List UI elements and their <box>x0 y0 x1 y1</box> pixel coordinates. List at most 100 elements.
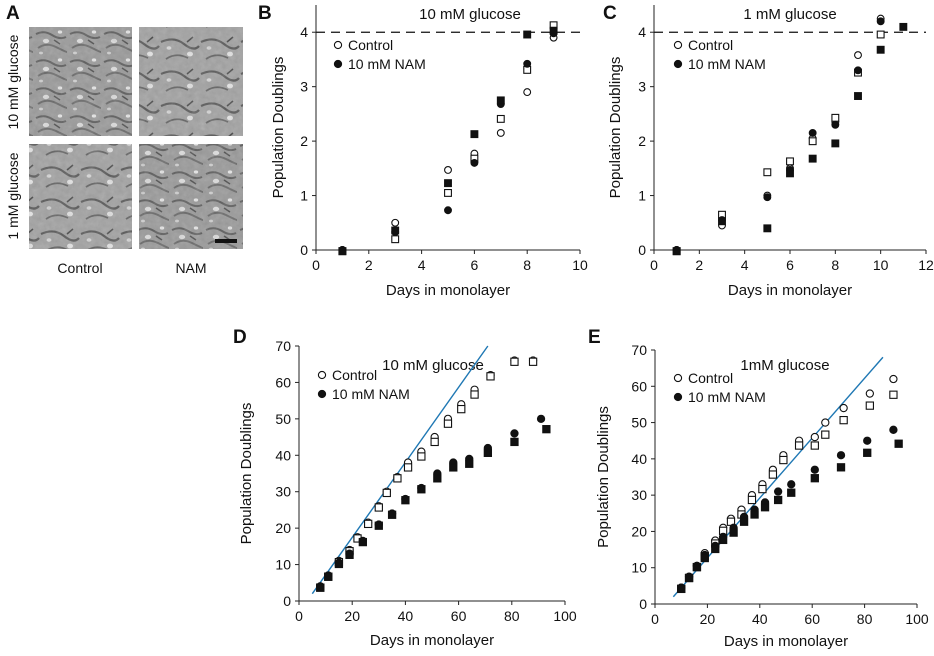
x-tick-label: 6 <box>471 257 479 273</box>
legend-marker <box>673 373 683 383</box>
series-4 <box>338 26 558 256</box>
x-tick-label: 80 <box>857 611 873 627</box>
x-tick-label: 60 <box>451 608 467 624</box>
data-point <box>854 51 862 60</box>
data-point <box>483 448 493 457</box>
legend-entry: Control <box>688 370 733 386</box>
data-point <box>324 572 333 581</box>
data-point <box>763 193 772 202</box>
data-point <box>316 583 325 592</box>
data-point <box>718 217 726 226</box>
data-point <box>854 66 862 75</box>
data-point <box>334 559 344 569</box>
data-point <box>894 439 903 448</box>
legend-entry: 10 mM NAM <box>688 56 766 72</box>
data-point <box>863 448 872 457</box>
data-point <box>854 92 862 100</box>
data-point <box>391 235 400 244</box>
x-tick-label: 6 <box>786 257 794 273</box>
y-tick-label: 3 <box>300 79 308 95</box>
data-point <box>393 474 402 483</box>
chart-title: 10 mM glucose <box>419 6 521 23</box>
data-point <box>876 17 885 26</box>
legend-entry: Control <box>688 37 733 53</box>
data-point <box>739 517 749 526</box>
data-point <box>496 128 505 137</box>
data-point <box>677 584 686 594</box>
data-point <box>510 437 519 447</box>
micrograph-control-1mm <box>29 144 132 249</box>
x-tick-label: 10 <box>572 257 588 273</box>
x-tick-label: 20 <box>700 611 716 627</box>
data-point <box>750 510 759 519</box>
data-point <box>401 496 410 505</box>
data-point <box>786 157 794 166</box>
data-point <box>338 247 347 256</box>
data-point <box>536 414 546 424</box>
legend-entry: 10 mM NAM <box>348 56 426 72</box>
data-point <box>444 206 452 215</box>
data-point <box>470 158 479 167</box>
data-point <box>758 484 767 494</box>
row-label-10mm: 10 mM glucose <box>5 34 21 129</box>
panel-a: A 10 mM glucose 1 mM glucose Control NAM <box>5 3 243 276</box>
data-point <box>747 495 757 505</box>
x-tick-label: 2 <box>365 257 373 273</box>
chart-title: 10 mM glucose <box>382 357 484 374</box>
y-tick-label: 40 <box>275 447 291 463</box>
chart-title: 1 mM glucose <box>743 6 836 23</box>
data-point <box>692 562 702 572</box>
micrograph-nam-10mm <box>139 27 243 136</box>
data-point <box>528 357 538 366</box>
data-point <box>865 401 874 410</box>
data-point <box>836 451 846 460</box>
x-tick-label: 60 <box>804 611 820 627</box>
panel-b-label: B <box>258 3 272 24</box>
legend-marker <box>317 389 327 399</box>
data-point <box>391 218 400 227</box>
data-point <box>810 474 819 483</box>
data-point <box>779 455 788 465</box>
legend-marker <box>333 59 343 69</box>
col-label-nam: NAM <box>175 260 206 276</box>
data-point <box>889 390 898 399</box>
data-point <box>787 480 796 489</box>
data-point <box>889 425 898 434</box>
y-tick-label: 0 <box>639 596 647 612</box>
legend: Control 10 mM NAM <box>673 37 766 72</box>
data-point <box>810 465 819 474</box>
data-point <box>821 418 830 427</box>
micrograph-nam-1mm <box>139 144 243 249</box>
data-point <box>794 441 804 450</box>
scale-bar <box>215 239 237 243</box>
y-tick-label: 4 <box>638 24 646 40</box>
panel-c-label: C <box>603 3 617 24</box>
data-point <box>684 573 694 583</box>
legend-marker <box>673 392 683 402</box>
data-point <box>470 390 479 399</box>
chart-b: B 10 mM glucose 0 2 4 6 8 10 0 1 2 3 4 Days in monola… <box>258 3 588 299</box>
data-point <box>899 22 908 31</box>
legend-entry: Control <box>348 37 393 53</box>
y-tick-label: 0 <box>283 593 291 609</box>
data-point <box>831 120 840 129</box>
data-point <box>700 553 709 563</box>
x-tick-label: 40 <box>752 611 768 627</box>
data-point <box>672 247 681 256</box>
panel-e-label: E <box>588 327 601 348</box>
y-tick-label: 1 <box>638 188 646 204</box>
legend-marker <box>673 40 683 50</box>
data-point <box>523 59 532 68</box>
y-tick-label: 0 <box>638 242 646 258</box>
data-point <box>387 510 397 519</box>
data-point <box>876 45 885 54</box>
data-point <box>444 179 452 188</box>
data-point <box>831 139 840 148</box>
data-point <box>839 403 848 413</box>
data-point <box>510 429 519 438</box>
data-point <box>391 226 400 235</box>
y-tick-label: 4 <box>300 24 308 40</box>
col-label-control: Control <box>57 260 102 276</box>
